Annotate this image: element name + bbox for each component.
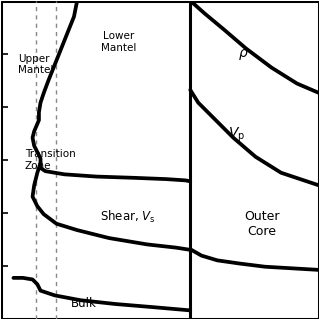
Text: $V_\mathrm{p}$: $V_\mathrm{p}$ — [228, 125, 245, 144]
Text: Transition
Zone: Transition Zone — [25, 149, 75, 171]
Text: Shear, $V_\mathrm{s}$: Shear, $V_\mathrm{s}$ — [100, 209, 156, 225]
Text: Upper
Mantel: Upper Mantel — [18, 54, 53, 75]
Text: $\rho$: $\rho$ — [237, 47, 248, 62]
Text: Bulk: Bulk — [71, 297, 96, 310]
Text: Lower
Mantel: Lower Mantel — [101, 31, 136, 53]
Text: Outer
Core: Outer Core — [244, 210, 280, 238]
